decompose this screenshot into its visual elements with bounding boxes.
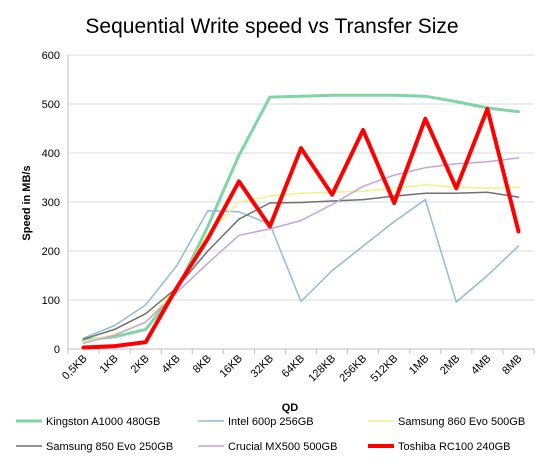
- x-tick-label: 2MB: [438, 353, 462, 377]
- legend-label: Toshiba RC100 240GB: [398, 441, 511, 453]
- x-tick-label: 1KB: [98, 353, 121, 376]
- x-tick-label: 512KB: [368, 353, 400, 385]
- x-tick-label: 0,5KB: [60, 353, 90, 383]
- x-tick-label: 8MB: [500, 353, 524, 377]
- y-tick-label: 200: [42, 246, 60, 258]
- series-line-5: [81, 106, 521, 350]
- x-tick-label: 256KB: [337, 353, 369, 385]
- legend-label: Samsung 860 Evo 500GB: [398, 416, 525, 428]
- legend-item: Samsung 860 Evo 500GB: [368, 416, 525, 428]
- y-tick-label: 500: [42, 99, 60, 111]
- series-line-2: [82, 184, 520, 343]
- x-tick-label: 1MB: [407, 353, 431, 377]
- x-tick-label: 128KB: [306, 353, 338, 385]
- y-tick-label: 400: [42, 148, 60, 160]
- x-tick-label: 2KB: [129, 353, 152, 376]
- legend-item: Intel 600p 256GB: [198, 416, 314, 428]
- x-tick-label: 64KB: [280, 353, 308, 381]
- chart-title: Sequential Write speed vs Transfer Size: [85, 15, 458, 38]
- series-lines: [81, 93, 521, 350]
- y-tick-label: 600: [42, 50, 60, 62]
- series-line-1: [82, 198, 520, 339]
- legend-item: Toshiba RC100 240GB: [368, 441, 511, 453]
- y-tick-label: 100: [42, 295, 60, 307]
- x-tick-label: 32KB: [249, 353, 277, 381]
- y-tick-label: 300: [42, 197, 60, 209]
- x-tick-label: 4MB: [469, 353, 493, 377]
- legend-item: Samsung 850 Evo 250GB: [16, 441, 173, 453]
- series-line-3: [82, 191, 520, 340]
- y-axis-label: Speed in MB/s: [21, 165, 33, 240]
- legend-label: Crucial MX500 500GB: [228, 441, 337, 453]
- y-tick-label: 0: [54, 344, 60, 356]
- legend-label: Kingston A1000 480GB: [46, 416, 160, 428]
- x-tick-label: 4KB: [160, 353, 183, 376]
- grid-lines: [68, 54, 534, 301]
- legend-label: Samsung 850 Evo 250GB: [46, 441, 173, 453]
- legend-item: Kingston A1000 480GB: [16, 416, 160, 428]
- legend-item: Crucial MX500 500GB: [198, 441, 337, 453]
- x-axis-label: QD: [282, 402, 299, 414]
- series-line-0: [82, 93, 520, 342]
- x-tick-label: 16KB: [217, 353, 245, 381]
- legend: Kingston A1000 480GB Intel 600p 256GB Sams…: [16, 416, 525, 453]
- x-tick-label: 8KB: [191, 353, 214, 376]
- legend-label: Intel 600p 256GB: [228, 416, 314, 428]
